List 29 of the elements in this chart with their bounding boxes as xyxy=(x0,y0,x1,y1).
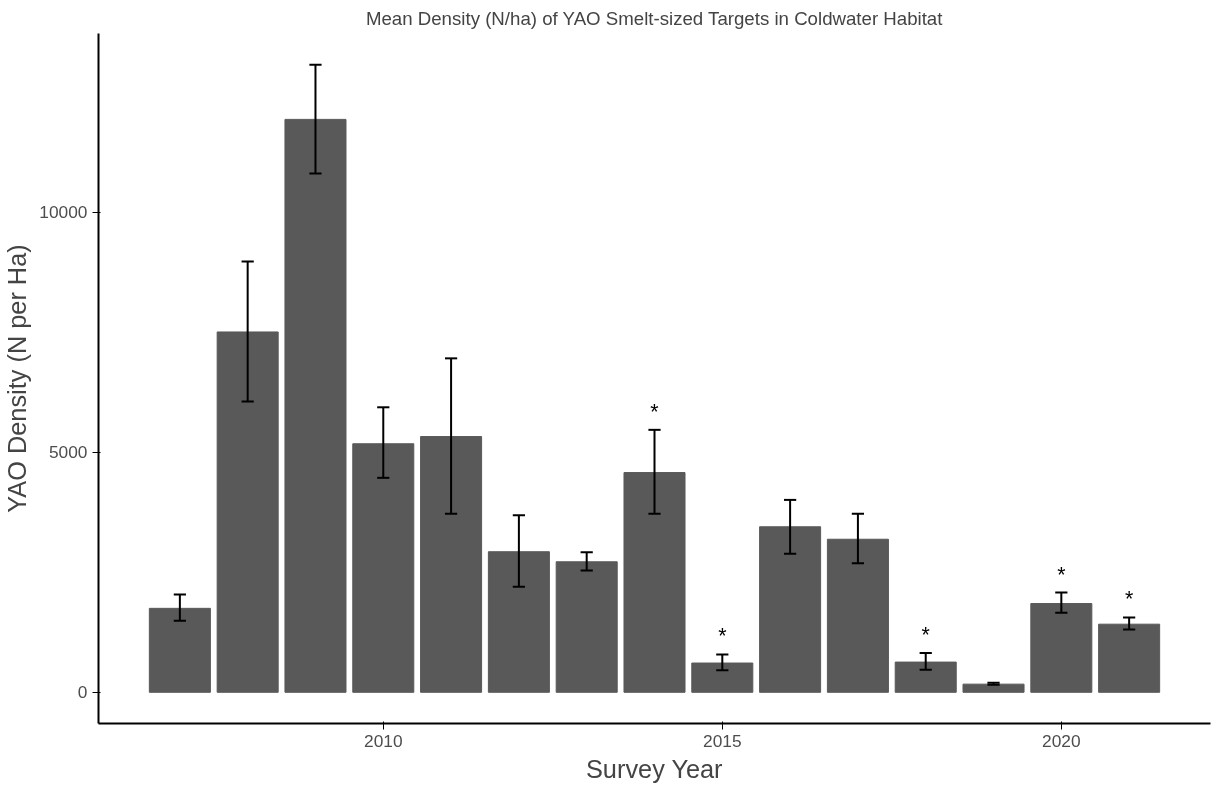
data-label: * xyxy=(650,399,659,424)
bar xyxy=(284,118,347,693)
bar xyxy=(962,683,1025,693)
x-axis-title: Survey Year xyxy=(585,754,724,783)
bar xyxy=(1030,603,1093,693)
y-axis-title: YAO Density (N per Ha) xyxy=(3,244,32,513)
bar xyxy=(691,662,754,693)
data-label: * xyxy=(1057,562,1066,587)
bar xyxy=(1098,623,1161,693)
bar xyxy=(352,443,415,693)
x-tick-label: 2020 xyxy=(1042,730,1081,751)
bar xyxy=(148,607,211,693)
bar xyxy=(216,331,279,693)
data-label: * xyxy=(718,624,727,649)
data-label: * xyxy=(921,622,930,647)
y-tick-label: 10000 xyxy=(39,202,88,223)
chart-title: Mean Density (N/ha) of YAO Smelt-sized Targets in Coldwater Habitat xyxy=(365,7,944,29)
y-tick-label: 5000 xyxy=(48,442,88,463)
bar xyxy=(623,472,686,693)
x-tick-label: 2010 xyxy=(364,730,403,751)
bar xyxy=(487,551,550,693)
bar xyxy=(420,436,483,693)
bar xyxy=(555,561,618,693)
x-tick-label: 2015 xyxy=(703,730,742,751)
bar xyxy=(759,526,822,693)
data-label: * xyxy=(1124,587,1134,612)
bar xyxy=(826,538,889,693)
bar xyxy=(894,661,957,693)
y-tick-label: 0 xyxy=(77,682,88,703)
